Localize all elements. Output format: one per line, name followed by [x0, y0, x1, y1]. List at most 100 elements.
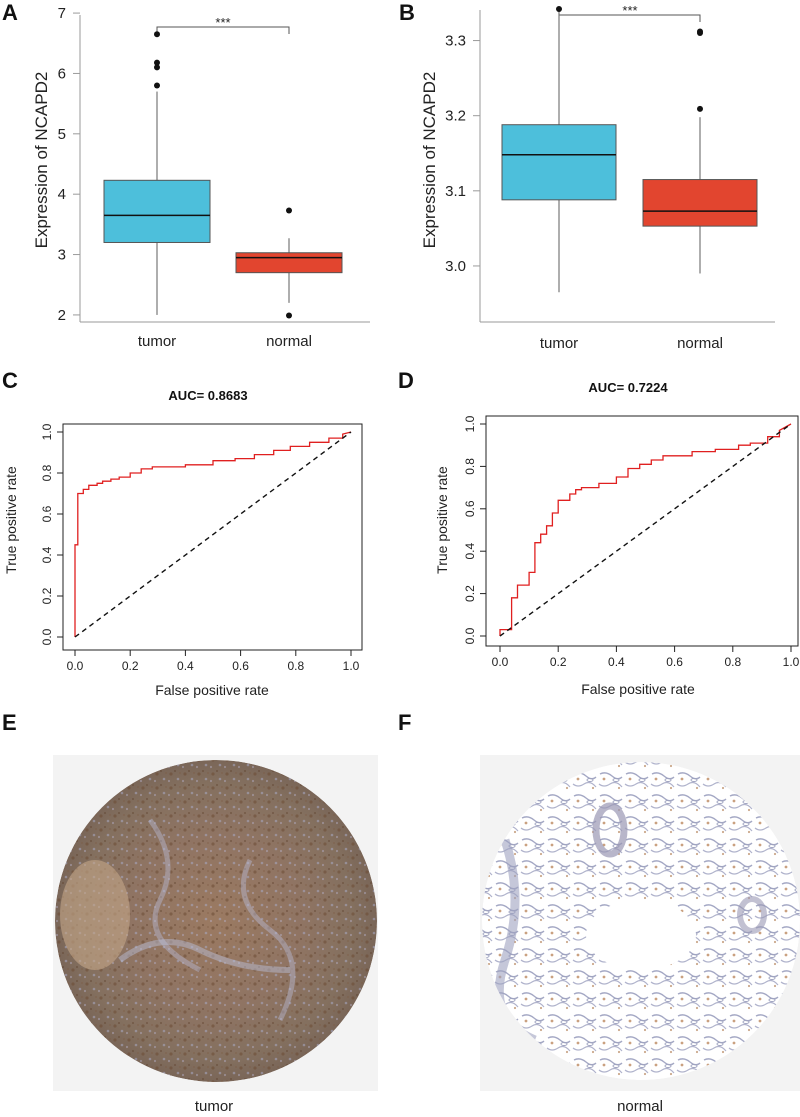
outlier-point — [697, 105, 703, 112]
y-tick-label: 0.6 — [40, 505, 54, 522]
y-ticks: 0.0 0.2 0.4 0.6 0.8 1.0 — [463, 415, 477, 644]
outlier-point — [697, 28, 703, 35]
y-tick-label: 1.0 — [463, 415, 477, 432]
x-ticks: 0.0 0.2 0.4 0.6 0.8 1.0 — [492, 655, 800, 669]
y-tick-label: 0.6 — [463, 500, 477, 517]
tick-marks — [480, 423, 792, 652]
x-tick-label: 0.0 — [492, 655, 509, 669]
significance-bracket — [156, 26, 290, 34]
y-tick-label: 1.0 — [40, 423, 54, 440]
boxplot-a: Expression of NCAPD2 2 3 4 5 6 7 tumor n… — [32, 5, 370, 350]
outlier-point — [154, 64, 160, 71]
y-tick-label: 3 — [58, 247, 66, 264]
plot-frame — [62, 423, 363, 651]
y-ticks: 0.0 0.2 0.4 0.6 0.8 1.0 — [40, 423, 54, 645]
tissue-stroma-band — [118, 939, 291, 973]
panel-label-d: D — [398, 368, 414, 393]
y-tick-label: 0.8 — [40, 464, 54, 481]
boxes — [103, 31, 343, 319]
x-axis-label: False positive rate — [581, 681, 695, 697]
box-normal — [642, 179, 758, 227]
airspace — [586, 900, 696, 970]
x-tick-label-tumor: tumor — [540, 335, 578, 352]
x-ticks: 0.0 0.2 0.4 0.6 0.8 1.0 — [67, 659, 360, 673]
y-ticks: 2 3 4 5 6 7 — [58, 5, 66, 324]
tick-marks — [57, 431, 352, 656]
x-tick-label: 0.6 — [232, 659, 249, 673]
caption-normal: normal — [617, 1098, 663, 1115]
y-tick-label: 0.2 — [463, 585, 477, 602]
vessel — [592, 802, 628, 858]
y-tick-label: 0.0 — [463, 627, 477, 644]
y-tick-label: 0.8 — [463, 458, 477, 475]
x-axis-label: False positive rate — [155, 682, 269, 698]
roc-c: AUC= 0.8683 False positive rate True pos… — [3, 388, 363, 698]
x-tick-label: 0.6 — [666, 655, 683, 669]
roc-d: AUC= 0.7224 False positive rate True pos… — [434, 380, 800, 697]
y-tick-label: 3.3 — [445, 33, 466, 50]
plot-frame — [485, 415, 799, 647]
y-axis-label: Expression of NCAPD2 — [32, 72, 51, 249]
chance-diagonal — [499, 423, 792, 637]
y-tick-label: 0.0 — [40, 628, 54, 645]
outlier-point — [154, 59, 160, 66]
auc-title: AUC= 0.7224 — [588, 380, 668, 395]
y-tick-label: 0.4 — [40, 546, 54, 563]
outlier-point — [286, 312, 292, 319]
tissue-image-tumor: tumor — [53, 755, 378, 1115]
x-tick-label: 0.2 — [550, 655, 567, 669]
panel-label-a: A — [2, 0, 18, 25]
roc-curve — [74, 431, 352, 637]
boxplot-b: Expression of NCAPD2 3.0 3.1 3.2 3.3 tum… — [420, 3, 775, 352]
x-tick-label-tumor: tumor — [138, 333, 176, 350]
boxes — [501, 6, 758, 293]
y-tick-label: 0.2 — [40, 587, 54, 604]
x-tick-label-normal: normal — [266, 333, 312, 350]
roc-lines — [499, 423, 792, 637]
caption-tumor: tumor — [195, 1098, 233, 1115]
box-tumor — [103, 179, 211, 243]
y-tick-label: 2 — [58, 307, 66, 324]
chance-diagonal — [74, 431, 352, 638]
tissue-texture — [55, 760, 377, 1082]
panel-label-c: C — [2, 368, 18, 393]
x-tick-label: 0.8 — [287, 659, 304, 673]
outlier-point — [154, 82, 160, 89]
y-axis-label: Expression of NCAPD2 — [420, 72, 439, 249]
x-tick-label: 0.8 — [724, 655, 741, 669]
box-tumor — [501, 124, 617, 201]
x-tick-label-normal: normal — [677, 335, 723, 352]
x-tick-label: 1.0 — [343, 659, 360, 673]
x-tick-label: 1.0 — [783, 655, 800, 669]
panel-label-f: F — [398, 710, 411, 735]
outlier-point — [556, 6, 562, 13]
y-ticks: 3.0 3.1 3.2 3.3 — [445, 33, 466, 275]
outlier-point — [154, 31, 160, 38]
y-tick-label: 6 — [58, 65, 66, 82]
auc-title: AUC= 0.8683 — [168, 388, 247, 403]
y-tick-label: 5 — [58, 126, 66, 143]
tissue-stroma-patch — [60, 860, 130, 970]
x-tick-label: 0.0 — [67, 659, 84, 673]
roc-curve — [499, 423, 792, 636]
y-tick-label: 3.0 — [445, 258, 466, 275]
tissue-stroma-band — [240, 858, 296, 1022]
significance-label: *** — [622, 3, 637, 18]
x-tick-label: 0.4 — [608, 655, 625, 669]
panel-label-e: E — [2, 710, 17, 735]
x-tick-label: 0.2 — [122, 659, 139, 673]
roc-lines — [74, 431, 352, 638]
tissue-image-normal: normal — [480, 755, 800, 1115]
box-normal — [235, 252, 343, 274]
panel-label-b: B — [399, 0, 415, 25]
y-tick-label: 3.1 — [445, 183, 466, 200]
significance-label: *** — [215, 15, 230, 30]
y-tick-label: 0.4 — [463, 543, 477, 560]
outlier-point — [286, 207, 292, 214]
y-tick-label: 3.2 — [445, 108, 466, 125]
y-axis-label: True positive rate — [3, 466, 19, 574]
x-tick-label: 0.4 — [177, 659, 194, 673]
y-axis-label: True positive rate — [434, 466, 450, 574]
y-tick-label: 7 — [58, 5, 66, 22]
